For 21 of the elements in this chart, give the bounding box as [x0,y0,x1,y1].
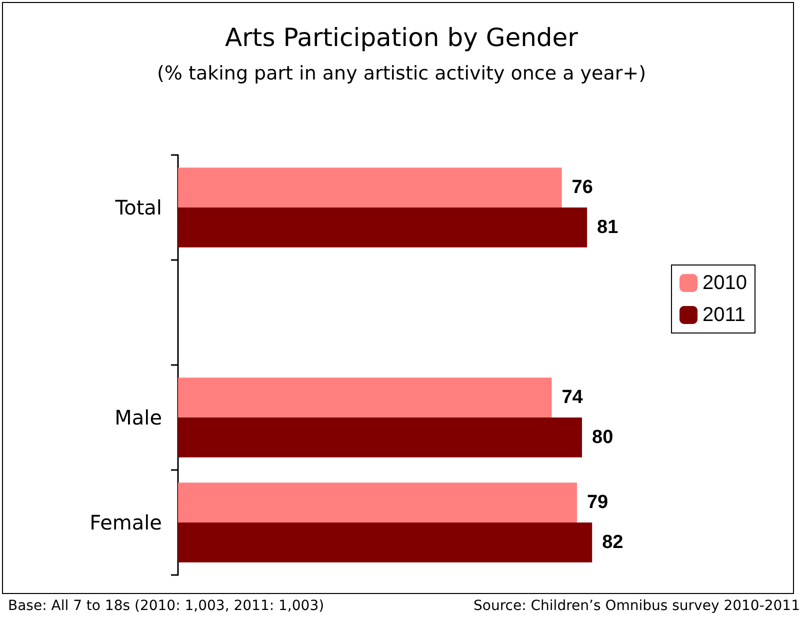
data-label: 80 [592,426,614,448]
data-label: 81 [597,216,619,238]
y-tick-label: Total [114,196,162,220]
data-label: 74 [562,387,584,408]
data-label: 82 [602,532,624,553]
y-tick-label: Male [114,406,162,430]
chart-title: Arts Participation by Gender [225,23,579,52]
data-label: 76 [572,177,593,198]
bar [178,168,562,208]
y-tick-label: Female [90,510,162,534]
data-label: 79 [586,492,608,514]
bar [178,418,582,458]
bar [178,378,552,418]
text: Base: All 7 to 18s (2010: 1,003, 2011: 1,003) [8,598,324,614]
source-note: Source: Children’s Omnibus survey 2010-2011 [474,598,800,614]
legend-label: 2010 [702,272,748,294]
bar [178,482,577,522]
chart-subtitle: (% taking part in any artistic activity once a year+) [157,62,646,84]
legend-label: 2011 [702,304,746,326]
bar [178,208,588,248]
bar [178,522,592,562]
